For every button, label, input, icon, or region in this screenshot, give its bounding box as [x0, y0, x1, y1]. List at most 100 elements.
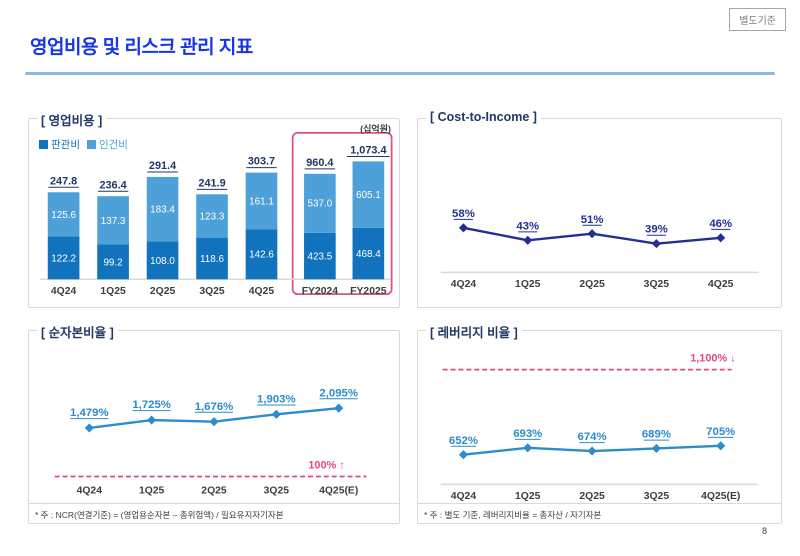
bar-total-label: 236.4: [99, 179, 126, 191]
page-number: 8: [761, 526, 767, 536]
x-axis-label: 2Q25: [579, 279, 605, 290]
data-point-marker: [458, 223, 468, 233]
value-label: 51%: [581, 214, 604, 226]
data-point-marker: [523, 235, 533, 245]
data-point-marker: [523, 443, 533, 453]
x-axis-label: 2Q25: [579, 491, 605, 502]
bar-total-label: 960.4: [306, 157, 333, 169]
bar-value-label: 468.4: [356, 249, 381, 260]
bar-total-label: 1,073.4: [350, 144, 386, 156]
bar-value-label: 122.2: [51, 253, 76, 264]
x-axis-label: 1Q25: [515, 491, 541, 502]
page-title: 영업비용 및 리스크 관리 지표: [30, 37, 253, 58]
bar-segment-top: [47, 192, 80, 237]
x-axis-label: 4Q25(E): [319, 485, 358, 496]
net-capital-ratio-line-chart: 100% ↑ 1,479% 4Q24 1,725% 1Q25 1,676% 2Q25 1,90…: [54, 387, 367, 496]
value-label: 58%: [452, 208, 475, 220]
bar-value-label: 99.2: [103, 257, 122, 268]
bar-value-label: 537.0: [308, 199, 333, 210]
data-point-marker: [651, 443, 661, 454]
value-label: 39%: [645, 224, 668, 236]
bar-value-label: 142.6: [249, 250, 274, 261]
ncr-footnote: * 주 : NCR(연결기준) = (영업용순자본 – 총위험액) / 필요유지…: [29, 503, 399, 523]
data-point-marker: [209, 417, 219, 427]
bar-total-label: 241.9: [198, 177, 225, 189]
data-point-marker: [458, 450, 468, 460]
data-point-marker: [334, 403, 344, 413]
x-axis-label: 1Q25: [139, 485, 165, 496]
bar-segment-top: [245, 172, 278, 230]
legend-item-sganda: 판관비: [39, 137, 80, 152]
legend-item-labor-cost: 인건비: [86, 137, 128, 152]
x-axis-label: 1Q25: [100, 286, 126, 297]
x-axis-label: 2Q25: [201, 485, 227, 496]
x-axis-label: 3Q25: [264, 485, 290, 496]
legend-label: 판관비: [51, 139, 80, 151]
panel-net-capital-ratio-title: [ 순자본비율 ]: [37, 322, 118, 341]
value-label: 674%: [578, 431, 607, 443]
value-label: 693%: [513, 428, 542, 440]
bar-value-label: 423.5: [308, 252, 333, 263]
x-axis-label: 3Q25: [644, 491, 670, 502]
value-label: 1,479%: [70, 407, 109, 419]
fy-highlight-box: [291, 131, 393, 296]
leverage-footnote: * 주 : 별도 기준, 레버리지비율 = 총자산 / 자기자본: [418, 503, 781, 523]
sganda-swatch-icon: [39, 140, 48, 149]
bar-segment-bottom: [196, 237, 228, 280]
bar-segment-bottom: [97, 244, 129, 280]
operating-expenses-stacked-bar-chart: 122.2 125.6 247.8 4Q24 99.2 137.3 236.4 1Q25 108…: [39, 131, 393, 297]
panel-cost-to-income: [ Cost-to-Income ] 58% 4Q24 43% 1Q25 51% 2Q25…: [417, 110, 782, 308]
value-label: 1,676%: [195, 401, 234, 413]
data-point-marker: [651, 239, 661, 249]
bar-segment-bottom: [304, 232, 336, 280]
legend: 판관비 인건비: [39, 137, 128, 152]
x-axis-label: 4Q25: [708, 279, 734, 290]
title-underline: [25, 72, 775, 75]
x-axis-label: 3Q25: [199, 286, 225, 297]
value-label: 705%: [706, 426, 735, 438]
value-label: 1,903%: [257, 393, 296, 405]
panel-leverage-ratio: [ 레버리지 비율 ] 1,100% ↓ 652% 4Q24 693% 1Q25 674%…: [417, 322, 782, 524]
unit-label: (십억원): [360, 124, 391, 134]
panel-leverage-ratio-title: [ 레버리지 비율 ]: [426, 322, 522, 341]
value-label: 43%: [516, 220, 539, 232]
bar-total-label: 247.8: [50, 175, 77, 187]
value-label: 689%: [642, 429, 671, 441]
bar-segment-top: [196, 194, 228, 238]
x-axis-label: 4Q24: [77, 485, 103, 496]
x-axis-label: 4Q24: [51, 286, 77, 297]
value-label: 1,725%: [132, 399, 171, 411]
x-axis-label: 1Q25: [515, 279, 541, 290]
bar-total-label: 303.7: [248, 156, 275, 168]
basis-badge: 별도기준: [729, 8, 786, 31]
legend-label: 인건비: [98, 139, 128, 151]
labor-cost-swatch-icon: [86, 140, 96, 149]
value-label: 46%: [709, 218, 732, 230]
data-point-marker: [587, 229, 597, 239]
data-point-marker: [84, 423, 94, 433]
bar-segment-top: [146, 176, 179, 242]
bar-value-label: 125.6: [51, 210, 76, 221]
panel-cost-to-income-title: [ Cost-to-Income ]: [426, 110, 541, 124]
x-axis-label: FY2024: [302, 286, 339, 297]
x-axis-label: FY2025: [350, 286, 387, 297]
data-point-marker: [587, 446, 597, 456]
bar-segment-bottom: [146, 241, 179, 280]
bar-segment-top: [304, 173, 336, 233]
x-axis-label: 3Q25: [644, 279, 670, 290]
data-point-marker: [716, 233, 726, 243]
bar-value-label: 161.1: [249, 196, 274, 207]
cost-to-income-line-chart: 58% 4Q24 43% 1Q25 51% 2Q25 39% 3Q25 46% 4Q25: [440, 208, 759, 290]
x-axis-label: 4Q25(E): [701, 491, 740, 502]
leverage-ratio-line-chart: 1,100% ↓ 652% 4Q24 693% 1Q25 674% 2Q25 689% 3Q25…: [440, 353, 759, 502]
bar-segment-top: [97, 196, 129, 245]
x-axis-label: 4Q24: [451, 279, 477, 290]
bar-value-label: 108.0: [150, 256, 175, 267]
bar-value-label: 183.4: [150, 205, 175, 216]
data-point-marker: [271, 409, 281, 419]
bar-value-label: 123.3: [200, 211, 225, 222]
bar-segment-bottom: [352, 227, 385, 280]
bar-segment-bottom: [47, 236, 80, 280]
panel-net-capital-ratio: [ 순자본비율 ] 100% ↑ 1,479% 4Q24 1,725% 1Q25 1,67…: [28, 322, 400, 524]
